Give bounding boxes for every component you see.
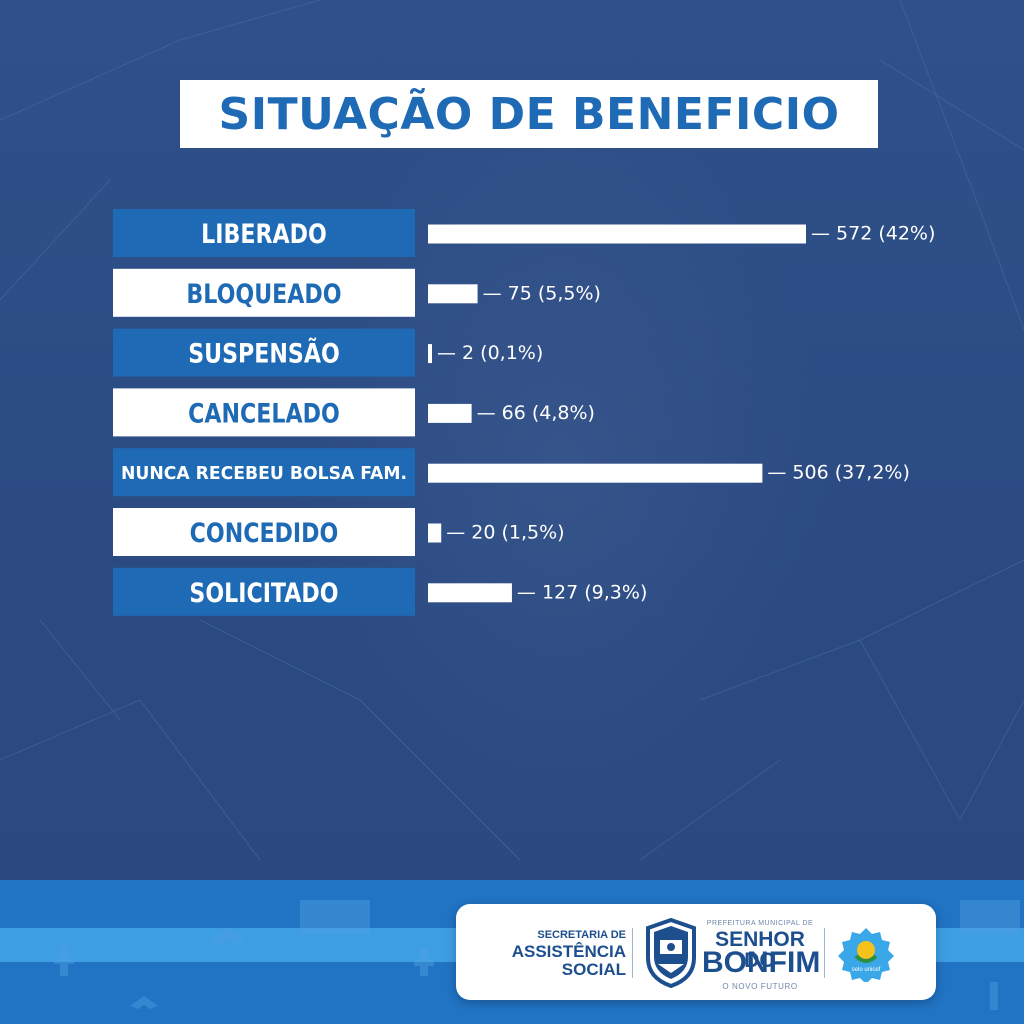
secretaria-line3: SOCIAL bbox=[561, 960, 626, 979]
town-name-line2: BONFIM bbox=[702, 946, 821, 979]
cactus-icon bbox=[54, 946, 74, 976]
secretaria-logo-text: SECRETARIA DE ASSISTÊNCIA SOCIAL bbox=[476, 929, 626, 979]
prefeitura-top-text: PREFEITURA MUNICIPAL DE bbox=[706, 920, 814, 927]
cactus-icon bbox=[990, 982, 998, 1010]
category-label-box bbox=[113, 508, 415, 556]
category-label-box bbox=[113, 567, 415, 616]
category-label: SUSPENSÃO bbox=[188, 337, 340, 369]
secretaria-line2: ASSISTÊNCIA bbox=[511, 942, 626, 961]
category-label: CONCEDIDO bbox=[190, 517, 339, 549]
logo-divider bbox=[632, 928, 633, 978]
data-label: — 127 (9,3%) bbox=[517, 581, 647, 603]
data-label: — 20 (1,5%) bbox=[446, 522, 564, 544]
secretaria-line1: SECRETARIA DE bbox=[537, 929, 626, 941]
municipal-crest-icon bbox=[646, 918, 696, 988]
data-label: — 75 (5,5%) bbox=[483, 282, 601, 304]
bird-icon bbox=[210, 928, 246, 944]
data-label: — 572 (42%) bbox=[811, 223, 935, 245]
bar bbox=[428, 463, 763, 483]
chart-title-box: SITUAÇÃO DE BENEFICIO bbox=[180, 80, 878, 148]
town-name-line1: SENHOR DO bbox=[715, 928, 805, 972]
bar bbox=[428, 403, 472, 423]
bar-chart: LIBERADO — 572 (42%) BLOQUEADO — 75 (5,5%) S… bbox=[113, 209, 935, 616]
category-label-box bbox=[113, 388, 415, 437]
footer-logo-card: SECRETARIA DE ASSISTÊNCIA SOCIAL PREFEIT… bbox=[456, 904, 936, 1000]
category-label: CANCELADO bbox=[188, 397, 340, 429]
bar bbox=[428, 583, 512, 603]
selo-unicef-icon: selo unicef bbox=[838, 928, 894, 982]
data-label: — 2 (0,1%) bbox=[437, 342, 543, 364]
category-label: BLOQUEADO bbox=[186, 278, 341, 310]
building-icon bbox=[960, 900, 1020, 934]
data-label: — 506 (37,2%) bbox=[767, 462, 910, 484]
bar bbox=[428, 344, 432, 364]
seal-text: selo unicef bbox=[852, 967, 881, 973]
building-icon bbox=[300, 900, 370, 934]
cactus-icon bbox=[414, 948, 434, 976]
chart-title: SITUAÇÃO DE BENEFICIO bbox=[218, 88, 840, 140]
logo-divider bbox=[824, 928, 825, 978]
category-label-box bbox=[113, 328, 415, 377]
category-label: LIBERADO bbox=[201, 218, 327, 250]
footer-pattern bbox=[54, 900, 1020, 1010]
category-label: NUNCA RECEBEU BOLSA FAM. bbox=[121, 463, 407, 484]
town-slogan: O NOVO FUTURO bbox=[722, 982, 798, 991]
category-label-box bbox=[113, 448, 415, 497]
category-label: SOLICITADO bbox=[189, 577, 338, 609]
bird-icon bbox=[130, 996, 158, 1009]
category-label-box bbox=[113, 268, 415, 317]
bar bbox=[428, 284, 478, 304]
data-label: — 66 (4,8%) bbox=[477, 402, 595, 424]
category-label-box bbox=[113, 209, 415, 257]
bar bbox=[428, 523, 442, 543]
bar bbox=[428, 224, 806, 244]
